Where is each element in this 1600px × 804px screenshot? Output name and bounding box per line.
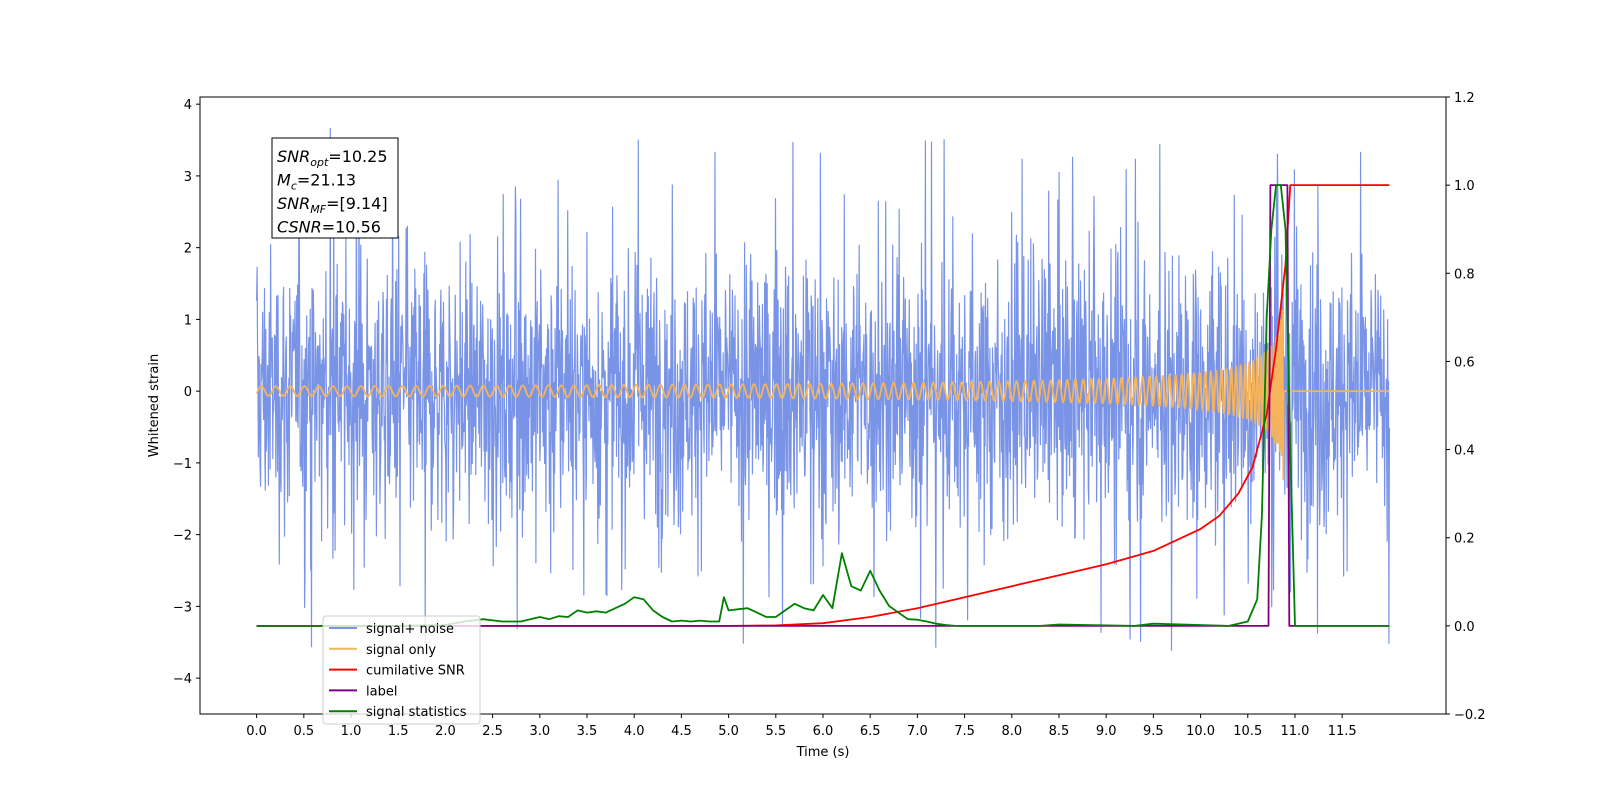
y-right-tick-label: 0.6 bbox=[1454, 355, 1475, 370]
x-tick-label: 0.5 bbox=[293, 724, 314, 739]
x-tick-label: 7.0 bbox=[907, 724, 928, 739]
x-tick-label: 10.5 bbox=[1233, 724, 1262, 739]
y-right-tick-label: 0.2 bbox=[1454, 532, 1475, 547]
y-left-tick-label: −4 bbox=[173, 672, 192, 687]
x-tick-label: 2.0 bbox=[435, 724, 456, 739]
y-right-tick-label: 0.4 bbox=[1454, 444, 1475, 459]
x-tick-label: 2.5 bbox=[482, 724, 503, 739]
legend-label: signal+ noise bbox=[366, 622, 454, 637]
legend-label: signal statistics bbox=[366, 705, 467, 720]
x-tick-label: 5.5 bbox=[765, 724, 786, 739]
y-left-tick-label: −1 bbox=[173, 457, 192, 472]
x-tick-label: 6.0 bbox=[813, 724, 834, 739]
y-left-tick-label: 2 bbox=[184, 242, 192, 257]
y-axis-label: Whitened strain bbox=[147, 354, 162, 457]
x-tick-label: 4.0 bbox=[624, 724, 645, 739]
x-tick-label: 9.0 bbox=[1096, 724, 1117, 739]
mc-text: Mc=21.13 bbox=[277, 171, 356, 193]
x-tick-label: 1.0 bbox=[341, 724, 362, 739]
y-left-tick-label: 4 bbox=[184, 98, 192, 113]
x-axis-label: Time (s) bbox=[796, 745, 850, 760]
legend-label: signal only bbox=[366, 643, 436, 658]
x-tick-label: 10.0 bbox=[1186, 724, 1215, 739]
x-tick-label: 5.0 bbox=[718, 724, 739, 739]
mc-value: =21.13 bbox=[297, 171, 356, 190]
x-tick-label: 3.5 bbox=[577, 724, 598, 739]
csnr-value: =10.56 bbox=[322, 218, 381, 237]
snr-opt-value: =10.25 bbox=[328, 147, 387, 166]
y-right-tick-label: −0.2 bbox=[1454, 708, 1486, 723]
x-axis: 0.0 0.5 1.0 1.5 2.0 2.5 3.0 3.5 4.0 4.5 5.0 5.5 6.0 6… bbox=[246, 714, 1357, 739]
y-left-tick-label: −3 bbox=[173, 600, 192, 615]
info-box: SNRopt=10.25 Mc=21.13 SNRMF=[9.14] CSNR=… bbox=[271, 137, 399, 239]
plot-area bbox=[255, 127, 1390, 651]
snr-mf-text: SNRMF=[9.14] bbox=[277, 194, 388, 216]
legend-label: cumilative SNR bbox=[366, 664, 465, 679]
y-right-tick-label: 0.0 bbox=[1454, 620, 1475, 635]
x-tick-label: 9.5 bbox=[1143, 724, 1164, 739]
y-right-tick-label: 1.0 bbox=[1454, 179, 1475, 194]
snr-opt-text: SNRopt=10.25 bbox=[277, 147, 388, 169]
x-tick-label: 11.0 bbox=[1280, 724, 1309, 739]
series-line-4 bbox=[256, 184, 1390, 627]
y-right-tick-label: 1.2 bbox=[1454, 91, 1475, 106]
csnr-text: CSNR=10.56 bbox=[277, 218, 381, 237]
x-tick-label: 8.5 bbox=[1049, 724, 1070, 739]
series-line-2 bbox=[256, 184, 1390, 627]
x-tick-label: 0.0 bbox=[246, 724, 267, 739]
x-tick-label: 8.0 bbox=[1001, 724, 1022, 739]
y-left-tick-label: 3 bbox=[184, 170, 192, 185]
x-tick-label: 11.5 bbox=[1328, 724, 1357, 739]
x-tick-label: 6.5 bbox=[860, 724, 881, 739]
x-tick-label: 4.5 bbox=[671, 724, 692, 739]
snr-mf-value: =[9.14] bbox=[326, 194, 388, 213]
y-right-tick-label: 0.8 bbox=[1454, 267, 1475, 282]
y-left-tick-label: 1 bbox=[184, 313, 192, 328]
y-left-tick-label: 0 bbox=[184, 385, 192, 400]
legend: signal+ noise signal only cumilative SNR la… bbox=[322, 615, 481, 725]
x-tick-label: 3.0 bbox=[529, 724, 550, 739]
x-tick-label: 1.5 bbox=[388, 724, 409, 739]
legend-frame bbox=[322, 615, 481, 725]
y-axis-right: 1.2 1.0 0.8 0.6 0.4 0.2 0.0 −0.2 bbox=[1446, 91, 1486, 723]
x-tick-label: 7.5 bbox=[954, 724, 975, 739]
series-line-1 bbox=[255, 309, 1390, 481]
y-left-tick-label: −2 bbox=[173, 529, 192, 544]
series-line-0 bbox=[256, 127, 1390, 651]
y-axis-left: 4 3 2 1 0 −1 −2 −3 −4 bbox=[173, 98, 200, 687]
info-box-frame bbox=[271, 137, 399, 239]
legend-label: label bbox=[366, 684, 397, 699]
